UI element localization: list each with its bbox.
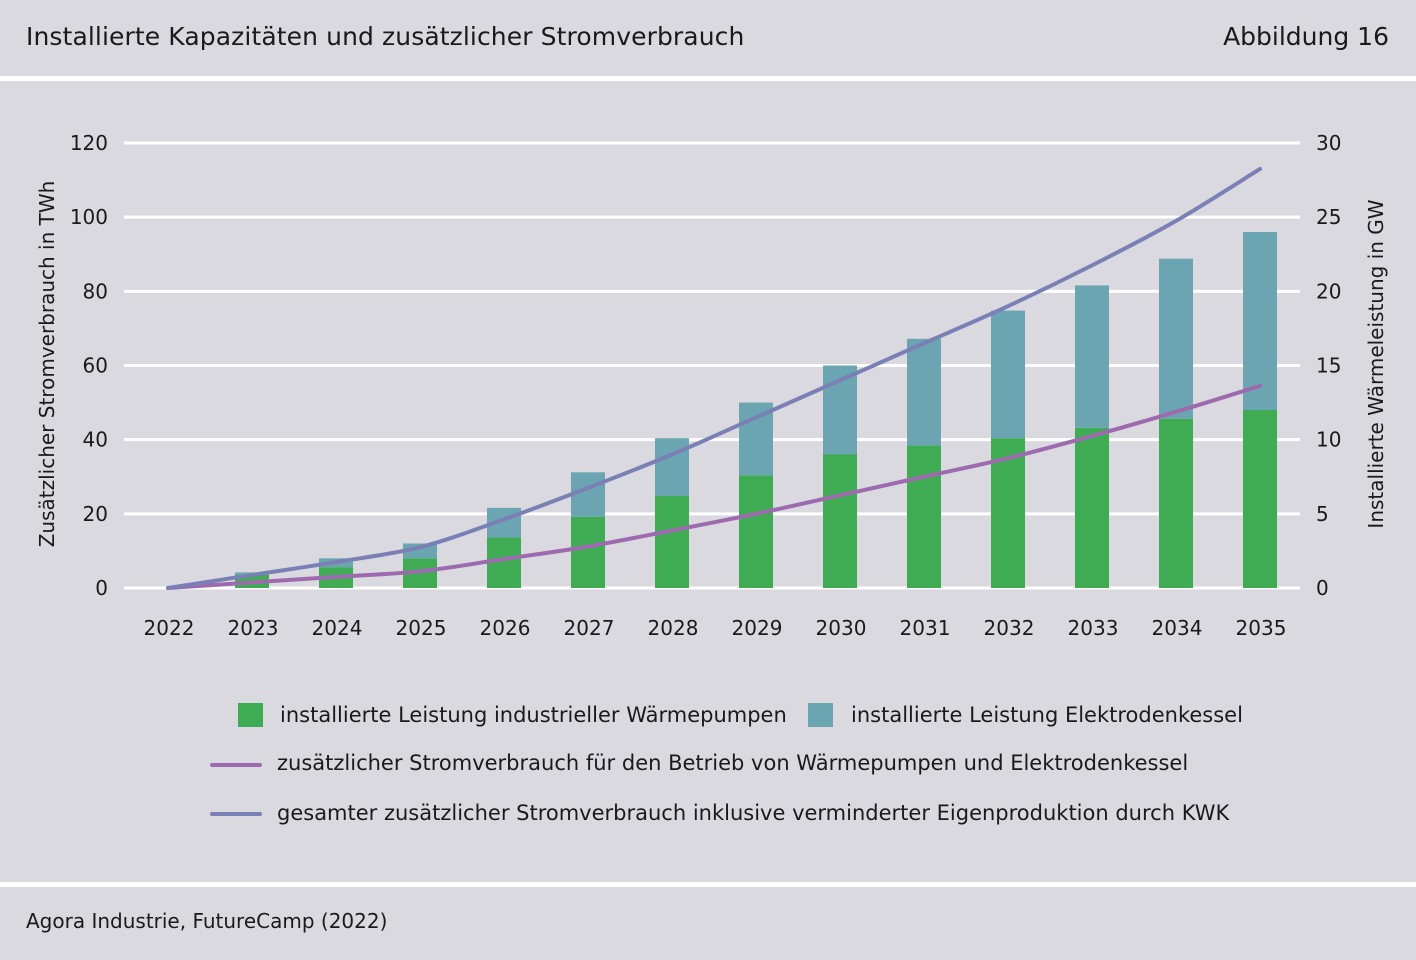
series-line (166, 166, 1262, 590)
series-line (166, 383, 1262, 590)
bar-segment (571, 516, 605, 588)
x-tick-label: 2035 (1236, 616, 1287, 640)
x-tick-label: 2029 (732, 616, 783, 640)
bar-segment (991, 310, 1025, 439)
bar-segment (907, 445, 941, 588)
y-left-tick-label: 20 (83, 502, 108, 526)
x-tick-label: 2027 (564, 616, 615, 640)
bar-segment (1075, 285, 1109, 428)
x-tick-label: 2023 (228, 616, 279, 640)
source-note: Agora Industrie, FutureCamp (2022) (26, 909, 388, 933)
y-right-tick-label: 10 (1316, 428, 1341, 452)
y-right-tick-label: 15 (1316, 354, 1341, 378)
bar-segment (571, 472, 605, 517)
x-tick-label: 2028 (648, 616, 699, 640)
bar-segment (1075, 427, 1109, 588)
x-tick-label: 2024 (312, 616, 363, 640)
y-axis-left-ticks: 0 20 40 60 80 100 120 (70, 131, 108, 600)
bar-segment (655, 496, 689, 588)
figure-header: Installierte Kapazitäten und zusätzliche… (0, 0, 1416, 78)
legend-label: gesamter zusätzlicher Stromverbrauch ink… (277, 801, 1230, 825)
x-tick-label: 2026 (480, 616, 531, 640)
bar-segment (739, 475, 773, 588)
line-series (166, 166, 1262, 590)
legend-label: zusätzlicher Stromverbrauch für den Betr… (277, 751, 1188, 775)
x-tick-label: 2030 (816, 616, 867, 640)
y-right-tick-label: 25 (1316, 205, 1341, 229)
x-tick-label: 2031 (900, 616, 951, 640)
x-axis-ticks: 2022 2023 2024 2025 2026 2027 2028 2029 2030 2031… (144, 616, 1287, 640)
figure-title: Installierte Kapazitäten und zusätzliche… (26, 22, 745, 51)
bar-segment (1243, 232, 1277, 410)
y-left-tick-label: 40 (83, 428, 108, 452)
footer-divider (0, 882, 1416, 887)
x-tick-label: 2022 (144, 616, 195, 640)
legend-label: installierte Leistung industrieller Wärm… (280, 703, 787, 727)
legend-label: installierte Leistung Elektrodenkessel (851, 703, 1243, 727)
y-right-tick-label: 5 (1316, 502, 1329, 526)
y-axis-left-label: Zusätzlicher Stromverbrauch in TWh (35, 181, 59, 548)
bar-segment (907, 338, 941, 446)
y-left-tick-label: 60 (83, 354, 108, 378)
y-left-tick-label: 0 (95, 576, 108, 600)
x-tick-label: 2032 (984, 616, 1035, 640)
y-axis-right-label: Installierte Wärmeleistung in GW (1364, 199, 1388, 528)
bar-series (235, 232, 1277, 588)
figure-number: Abbildung 16 (1223, 22, 1389, 51)
x-tick-label: 2033 (1068, 616, 1119, 640)
bar-segment (1159, 258, 1193, 419)
y-right-tick-label: 20 (1316, 279, 1341, 303)
y-left-tick-label: 100 (70, 205, 108, 229)
legend-swatch (808, 703, 833, 727)
bar-segment (1159, 418, 1193, 588)
y-right-tick-label: 30 (1316, 131, 1341, 155)
legend-swatch (238, 703, 263, 727)
y-left-tick-label: 80 (83, 279, 108, 303)
bar-segment (1243, 410, 1277, 588)
y-left-tick-label: 120 (70, 131, 108, 155)
legend: installierte Leistung industrieller Wärm… (210, 703, 1243, 825)
bar-segment (823, 454, 857, 588)
bar-segment (739, 402, 773, 476)
y-right-tick-label: 0 (1316, 576, 1329, 600)
x-tick-label: 2034 (1152, 616, 1203, 640)
bar-segment (991, 438, 1025, 588)
header-divider (0, 76, 1416, 81)
x-tick-label: 2025 (396, 616, 447, 640)
bar-segment (655, 438, 689, 497)
y-axis-right-ticks: 0 5 10 15 20 25 30 (1316, 131, 1341, 600)
